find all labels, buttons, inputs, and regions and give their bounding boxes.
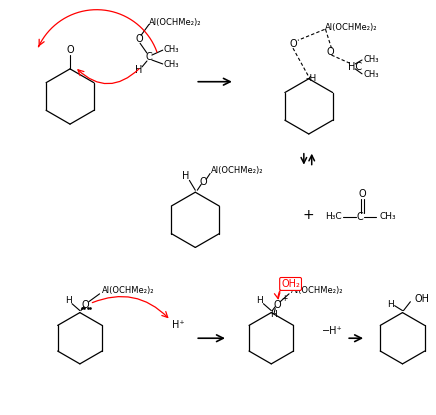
Text: OH: OH bbox=[414, 294, 429, 304]
Text: O: O bbox=[289, 39, 297, 49]
Text: H: H bbox=[65, 296, 72, 305]
Text: O: O bbox=[199, 177, 207, 187]
Text: H: H bbox=[256, 296, 263, 305]
Text: Al(OCHMe₂)₂: Al(OCHMe₂)₂ bbox=[291, 286, 344, 295]
Text: CH₃: CH₃ bbox=[164, 61, 179, 69]
Text: H: H bbox=[270, 310, 276, 319]
Text: O: O bbox=[273, 300, 281, 310]
Text: −H⁺: −H⁺ bbox=[322, 326, 343, 336]
Text: O: O bbox=[135, 34, 143, 44]
Text: Al(OCHMe₂)₂: Al(OCHMe₂)₂ bbox=[324, 23, 377, 32]
Text: C: C bbox=[357, 212, 364, 222]
Text: H: H bbox=[182, 171, 189, 181]
Text: +: + bbox=[281, 294, 287, 303]
Text: O: O bbox=[327, 47, 334, 57]
Text: CH₃: CH₃ bbox=[363, 70, 378, 79]
Text: CH₃: CH₃ bbox=[363, 54, 378, 63]
Text: CH₃: CH₃ bbox=[164, 45, 179, 54]
Text: Al(OCHMe₂)₂: Al(OCHMe₂)₂ bbox=[102, 286, 154, 295]
Text: O: O bbox=[358, 189, 366, 199]
Text: H: H bbox=[387, 300, 394, 309]
Text: O: O bbox=[82, 300, 90, 310]
Text: H⁺: H⁺ bbox=[172, 320, 185, 330]
Text: Al(OCHMe₂)₂: Al(OCHMe₂)₂ bbox=[211, 166, 264, 175]
Text: O: O bbox=[66, 45, 74, 55]
Text: Al(OCHMe₂)₂: Al(OCHMe₂)₂ bbox=[149, 18, 201, 27]
Text: HC: HC bbox=[348, 62, 362, 72]
Text: CH₃: CH₃ bbox=[380, 212, 396, 221]
Text: +: + bbox=[303, 208, 315, 222]
Text: OH₂: OH₂ bbox=[281, 279, 300, 289]
Text: C: C bbox=[146, 52, 152, 62]
Text: –H: –H bbox=[305, 74, 317, 83]
Text: H: H bbox=[136, 65, 143, 75]
Text: H₃C: H₃C bbox=[325, 212, 342, 221]
